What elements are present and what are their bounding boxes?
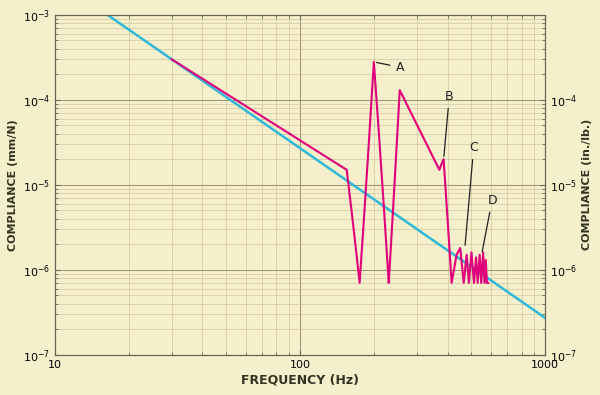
Text: B: B xyxy=(444,90,454,156)
Text: A: A xyxy=(377,61,404,74)
Y-axis label: COMPLIANCE (mm/N): COMPLIANCE (mm/N) xyxy=(8,119,19,251)
Y-axis label: COMPLIANCE (in./lb.): COMPLIANCE (in./lb.) xyxy=(581,119,592,250)
Text: C: C xyxy=(465,141,478,245)
X-axis label: FREQUENCY (Hz): FREQUENCY (Hz) xyxy=(241,374,359,387)
Text: D: D xyxy=(482,194,497,252)
